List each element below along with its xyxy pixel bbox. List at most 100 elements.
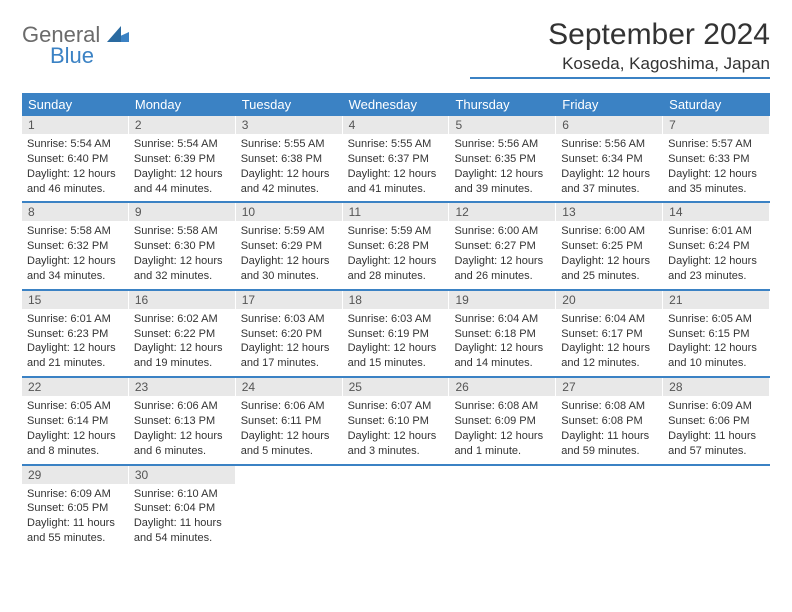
sunrise-text: Sunrise: 6:07 AM: [348, 399, 444, 414]
sunset-text: Sunset: 6:18 PM: [454, 327, 550, 342]
day-number: 26: [449, 378, 555, 396]
sunrise-text: Sunrise: 5:55 AM: [241, 137, 337, 152]
day-body: Sunrise: 6:06 AMSunset: 6:13 PMDaylight:…: [129, 396, 235, 463]
title-block: September 2024 Koseda, Kagoshima, Japan: [470, 18, 770, 79]
day-body: Sunrise: 6:06 AMSunset: 6:11 PMDaylight:…: [236, 396, 342, 463]
daylight-text: Daylight: 12 hours and 25 minutes.: [561, 254, 657, 284]
week-row: 1Sunrise: 5:54 AMSunset: 6:40 PMDaylight…: [22, 116, 770, 203]
sunset-text: Sunset: 6:13 PM: [134, 414, 230, 429]
week-row: 29Sunrise: 6:09 AMSunset: 6:05 PMDayligh…: [22, 466, 770, 551]
day-cell: 25Sunrise: 6:07 AMSunset: 6:10 PMDayligh…: [343, 378, 450, 463]
sunrise-text: Sunrise: 6:08 AM: [561, 399, 657, 414]
day-number: 16: [129, 291, 235, 309]
day-body: Sunrise: 6:00 AMSunset: 6:27 PMDaylight:…: [449, 221, 555, 288]
location-text: Koseda, Kagoshima, Japan: [470, 54, 770, 79]
sunset-text: Sunset: 6:38 PM: [241, 152, 337, 167]
day-cell: 30Sunrise: 6:10 AMSunset: 6:04 PMDayligh…: [129, 466, 236, 551]
daylight-text: Daylight: 12 hours and 41 minutes.: [348, 167, 444, 197]
weekday-header: Thursday: [449, 93, 556, 116]
day-body: Sunrise: 6:04 AMSunset: 6:18 PMDaylight:…: [449, 309, 555, 376]
daylight-text: Daylight: 12 hours and 6 minutes.: [134, 429, 230, 459]
day-body: Sunrise: 5:54 AMSunset: 6:39 PMDaylight:…: [129, 134, 235, 201]
day-body: Sunrise: 5:59 AMSunset: 6:28 PMDaylight:…: [343, 221, 449, 288]
sunset-text: Sunset: 6:11 PM: [241, 414, 337, 429]
day-body: Sunrise: 5:55 AMSunset: 6:38 PMDaylight:…: [236, 134, 342, 201]
daylight-text: Daylight: 12 hours and 5 minutes.: [241, 429, 337, 459]
daylight-text: Daylight: 12 hours and 32 minutes.: [134, 254, 230, 284]
sunset-text: Sunset: 6:30 PM: [134, 239, 230, 254]
sunset-text: Sunset: 6:10 PM: [348, 414, 444, 429]
day-number: 23: [129, 378, 235, 396]
sunset-text: Sunset: 6:33 PM: [668, 152, 764, 167]
day-cell: 5Sunrise: 5:56 AMSunset: 6:35 PMDaylight…: [449, 116, 556, 201]
day-body: Sunrise: 6:09 AMSunset: 6:06 PMDaylight:…: [663, 396, 769, 463]
sunrise-text: Sunrise: 6:09 AM: [27, 487, 123, 502]
weekday-header: Tuesday: [236, 93, 343, 116]
sunset-text: Sunset: 6:37 PM: [348, 152, 444, 167]
day-body: Sunrise: 5:59 AMSunset: 6:29 PMDaylight:…: [236, 221, 342, 288]
day-cell: 24Sunrise: 6:06 AMSunset: 6:11 PMDayligh…: [236, 378, 343, 463]
daylight-text: Daylight: 11 hours and 59 minutes.: [561, 429, 657, 459]
day-number: 28: [663, 378, 769, 396]
sunrise-text: Sunrise: 5:57 AM: [668, 137, 764, 152]
day-body: Sunrise: 5:56 AMSunset: 6:35 PMDaylight:…: [449, 134, 555, 201]
day-body: Sunrise: 6:02 AMSunset: 6:22 PMDaylight:…: [129, 309, 235, 376]
header: General Blue September 2024 Koseda, Kago…: [22, 18, 770, 79]
day-number: 21: [663, 291, 769, 309]
day-number: 25: [343, 378, 449, 396]
day-cell: 15Sunrise: 6:01 AMSunset: 6:23 PMDayligh…: [22, 291, 129, 376]
daylight-text: Daylight: 12 hours and 28 minutes.: [348, 254, 444, 284]
sunrise-text: Sunrise: 5:59 AM: [241, 224, 337, 239]
sunset-text: Sunset: 6:09 PM: [454, 414, 550, 429]
calendar: SundayMondayTuesdayWednesdayThursdayFrid…: [22, 93, 770, 551]
sunset-text: Sunset: 6:35 PM: [454, 152, 550, 167]
daylight-text: Daylight: 12 hours and 46 minutes.: [27, 167, 123, 197]
day-body: Sunrise: 5:55 AMSunset: 6:37 PMDaylight:…: [343, 134, 449, 201]
daylight-text: Daylight: 12 hours and 23 minutes.: [668, 254, 764, 284]
sunrise-text: Sunrise: 5:59 AM: [348, 224, 444, 239]
daylight-text: Daylight: 12 hours and 19 minutes.: [134, 341, 230, 371]
weekday-header: Friday: [556, 93, 663, 116]
day-number: 22: [22, 378, 128, 396]
day-cell: 3Sunrise: 5:55 AMSunset: 6:38 PMDaylight…: [236, 116, 343, 201]
day-number: 30: [129, 466, 235, 484]
week-row: 15Sunrise: 6:01 AMSunset: 6:23 PMDayligh…: [22, 291, 770, 378]
day-cell: 8Sunrise: 5:58 AMSunset: 6:32 PMDaylight…: [22, 203, 129, 288]
day-number: 3: [236, 116, 342, 134]
daylight-text: Daylight: 12 hours and 30 minutes.: [241, 254, 337, 284]
sunset-text: Sunset: 6:19 PM: [348, 327, 444, 342]
sunrise-text: Sunrise: 5:54 AM: [27, 137, 123, 152]
day-number: 11: [343, 203, 449, 221]
sunset-text: Sunset: 6:22 PM: [134, 327, 230, 342]
day-body: Sunrise: 5:54 AMSunset: 6:40 PMDaylight:…: [22, 134, 128, 201]
sunset-text: Sunset: 6:14 PM: [27, 414, 123, 429]
day-cell: 13Sunrise: 6:00 AMSunset: 6:25 PMDayligh…: [556, 203, 663, 288]
day-number: 24: [236, 378, 342, 396]
day-number: 10: [236, 203, 342, 221]
sunrise-text: Sunrise: 6:06 AM: [241, 399, 337, 414]
day-number: 9: [129, 203, 235, 221]
sunrise-text: Sunrise: 6:01 AM: [27, 312, 123, 327]
day-cell: 19Sunrise: 6:04 AMSunset: 6:18 PMDayligh…: [449, 291, 556, 376]
day-cell: 20Sunrise: 6:04 AMSunset: 6:17 PMDayligh…: [556, 291, 663, 376]
sunset-text: Sunset: 6:05 PM: [27, 501, 123, 516]
day-number: 12: [449, 203, 555, 221]
sunset-text: Sunset: 6:08 PM: [561, 414, 657, 429]
sunset-text: Sunset: 6:39 PM: [134, 152, 230, 167]
sunrise-text: Sunrise: 6:02 AM: [134, 312, 230, 327]
daylight-text: Daylight: 12 hours and 21 minutes.: [27, 341, 123, 371]
sunrise-text: Sunrise: 6:04 AM: [561, 312, 657, 327]
day-body: Sunrise: 6:07 AMSunset: 6:10 PMDaylight:…: [343, 396, 449, 463]
day-body: Sunrise: 6:04 AMSunset: 6:17 PMDaylight:…: [556, 309, 662, 376]
day-cell: 1Sunrise: 5:54 AMSunset: 6:40 PMDaylight…: [22, 116, 129, 201]
daylight-text: Daylight: 11 hours and 55 minutes.: [27, 516, 123, 546]
sunrise-text: Sunrise: 6:05 AM: [668, 312, 764, 327]
day-body: Sunrise: 6:08 AMSunset: 6:08 PMDaylight:…: [556, 396, 662, 463]
day-cell: 16Sunrise: 6:02 AMSunset: 6:22 PMDayligh…: [129, 291, 236, 376]
day-cell: 10Sunrise: 5:59 AMSunset: 6:29 PMDayligh…: [236, 203, 343, 288]
day-body: Sunrise: 6:08 AMSunset: 6:09 PMDaylight:…: [449, 396, 555, 463]
weekday-header: Sunday: [22, 93, 129, 116]
weekday-header: Monday: [129, 93, 236, 116]
day-body: Sunrise: 6:03 AMSunset: 6:19 PMDaylight:…: [343, 309, 449, 376]
day-cell: 4Sunrise: 5:55 AMSunset: 6:37 PMDaylight…: [343, 116, 450, 201]
